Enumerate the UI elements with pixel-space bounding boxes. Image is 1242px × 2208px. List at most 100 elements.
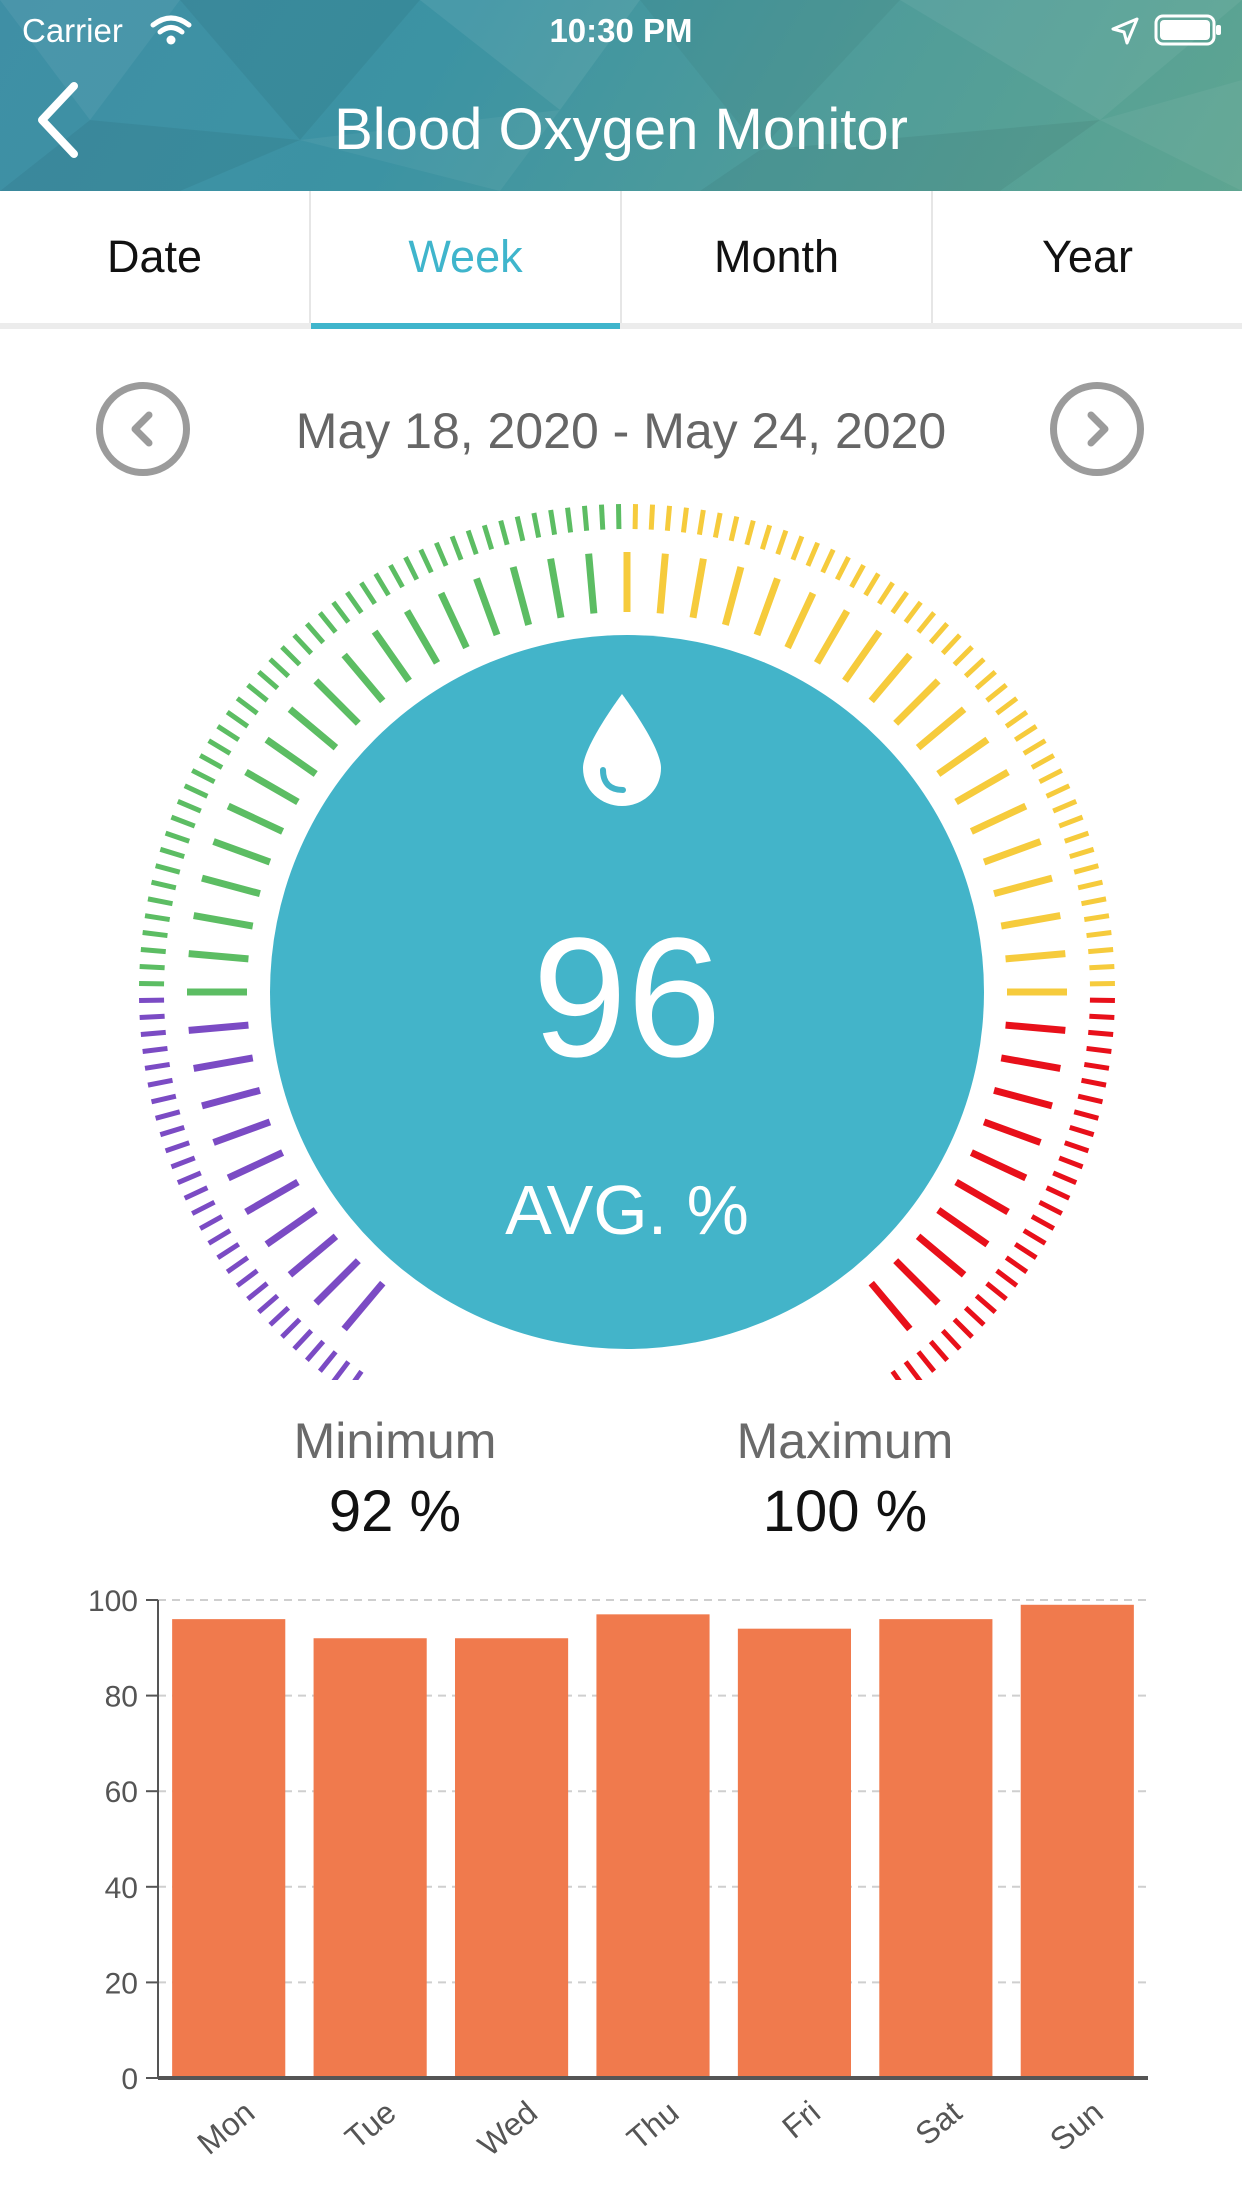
- x-tick-label: Sat: [908, 2094, 968, 2153]
- gauge-outer-tick: [1069, 1124, 1095, 1138]
- gauge-outer-tick: [280, 1317, 302, 1339]
- y-tick-label: 20: [105, 1967, 138, 2000]
- gauge-inner-tick: [509, 566, 533, 626]
- gauge-outer-tick: [952, 1317, 974, 1339]
- gauge-inner-tick: [721, 566, 745, 626]
- bar-fri: [737, 1628, 851, 2078]
- minimum-label: Minimum: [293, 1413, 497, 1469]
- gauge-outer-tick: [207, 1228, 232, 1246]
- gauge-inner-tick: [689, 558, 707, 619]
- gauge-outer-tick: [995, 696, 1019, 716]
- date-range-row: May 18, 2020 - May 24, 2020: [0, 380, 1242, 480]
- gauge-outer-tick: [140, 1029, 166, 1038]
- gauge-inner-tick: [341, 652, 386, 704]
- gauge-outer-tick: [1004, 1255, 1029, 1274]
- gauge-outer-tick: [1089, 1013, 1115, 1021]
- gauge-outer-tick: [940, 633, 962, 656]
- gauge-outer-tick: [225, 710, 250, 729]
- oxygen-gauge: 96 AVG. %: [0, 480, 1242, 1394]
- gauge-outer-tick: [183, 783, 209, 799]
- gauge-outer-tick: [144, 1061, 171, 1071]
- gauge-outer-tick: [1038, 1199, 1063, 1216]
- gauge-inner-tick: [753, 577, 781, 637]
- gauge-outer-tick: [903, 1360, 923, 1384]
- gauge-outer-tick: [974, 1293, 997, 1315]
- gauge-outer-tick: [863, 572, 881, 597]
- gauge-outer-tick: [139, 963, 165, 971]
- y-tick-label: 80: [105, 1681, 138, 1714]
- gauge-outer-tick: [916, 611, 937, 634]
- gauge-inner-tick: [915, 706, 967, 751]
- gauge-outer-tick: [903, 600, 923, 624]
- gauge-outer-tick: [235, 696, 259, 716]
- x-tick-label: Mon: [190, 2094, 261, 2162]
- gauge-outer-tick: [170, 1155, 196, 1170]
- gauge-outer-tick: [388, 563, 405, 589]
- gauge-outer-tick: [514, 515, 526, 542]
- gauge-inner-tick: [982, 1118, 1042, 1146]
- gauge-outer-tick: [985, 682, 1008, 703]
- gauge-inner-tick: [264, 1207, 318, 1248]
- back-button[interactable]: [30, 80, 90, 160]
- gauge-outer-tick: [1038, 768, 1063, 785]
- battery-icon: [1154, 14, 1224, 54]
- gauge-outer-tick: [940, 1328, 962, 1351]
- gauge-outer-tick: [1058, 1155, 1084, 1170]
- gauge-outer-tick: [159, 1124, 185, 1138]
- gauge-inner-tick: [936, 1207, 990, 1248]
- gauge-inner-tick: [437, 591, 470, 650]
- location-arrow-icon: [1110, 16, 1140, 54]
- maximum-label: Maximum: [736, 1413, 954, 1469]
- gauge-inner-tick: [193, 912, 254, 930]
- gauge-inner-tick: [287, 706, 339, 751]
- gauge-outer-tick: [680, 507, 689, 533]
- y-tick-label: 100: [88, 1585, 138, 1618]
- gauge-outer-tick: [1081, 896, 1107, 907]
- gauge-outer-tick: [164, 830, 191, 844]
- next-week-button[interactable]: [1050, 382, 1144, 476]
- gauge-outer-tick: [890, 590, 909, 615]
- tab-week[interactable]: Week: [311, 191, 622, 329]
- gauge-outer-tick: [1045, 1185, 1071, 1201]
- tab-date[interactable]: Date: [0, 191, 311, 323]
- gauge-outer-tick: [198, 1214, 224, 1231]
- gauge-outer-tick: [150, 879, 177, 891]
- chevron-left-icon: [131, 411, 153, 447]
- gauge-inner-tick: [403, 609, 441, 665]
- gauge-outer-tick: [728, 515, 740, 542]
- tab-year[interactable]: Year: [1042, 231, 1133, 282]
- gauge-outer-tick: [1077, 1093, 1104, 1105]
- gauge-outer-tick: [985, 1281, 1008, 1302]
- minimum-value: 92 %: [328, 1479, 462, 1544]
- gauge-outer-tick: [246, 682, 269, 703]
- gauge-outer-tick: [147, 896, 173, 907]
- gauge-outer-tick: [928, 1339, 950, 1362]
- gauge-outer-tick: [1073, 863, 1100, 875]
- tab-month[interactable]: Month: [622, 191, 933, 323]
- gauge-inner-tick: [201, 874, 261, 898]
- gauge-outer-tick: [257, 1293, 280, 1315]
- gauge-outer-tick: [331, 1360, 351, 1384]
- gauge-outer-tick: [877, 581, 895, 606]
- gauge-outer-tick: [995, 1268, 1019, 1288]
- bar-thu: [596, 1614, 710, 2078]
- x-tick-label: Thu: [620, 2094, 685, 2157]
- gauge-inner-tick: [893, 678, 941, 726]
- gauge-inner-tick: [954, 768, 1010, 806]
- previous-week-button[interactable]: [96, 382, 190, 476]
- gauge-outer-tick: [1030, 1214, 1056, 1231]
- gauge-inner-tick: [1005, 950, 1066, 963]
- gauge-outer-tick: [176, 799, 202, 814]
- gauge-outer-tick: [664, 505, 673, 531]
- gauge-inner-tick: [656, 553, 669, 614]
- drop-icon: [583, 694, 661, 806]
- gauge-outer-tick: [164, 1140, 191, 1154]
- gauge-outer-tick: [154, 863, 181, 875]
- gauge-outer-tick: [963, 657, 986, 679]
- bar-mon: [172, 1619, 286, 2078]
- gauge-outer-tick: [1083, 1061, 1110, 1071]
- chevron-left-icon: [38, 82, 78, 158]
- gauge-outer-tick: [1052, 1170, 1078, 1185]
- gauge-outer-tick: [481, 524, 495, 550]
- gauge-outer-tick: [952, 645, 974, 667]
